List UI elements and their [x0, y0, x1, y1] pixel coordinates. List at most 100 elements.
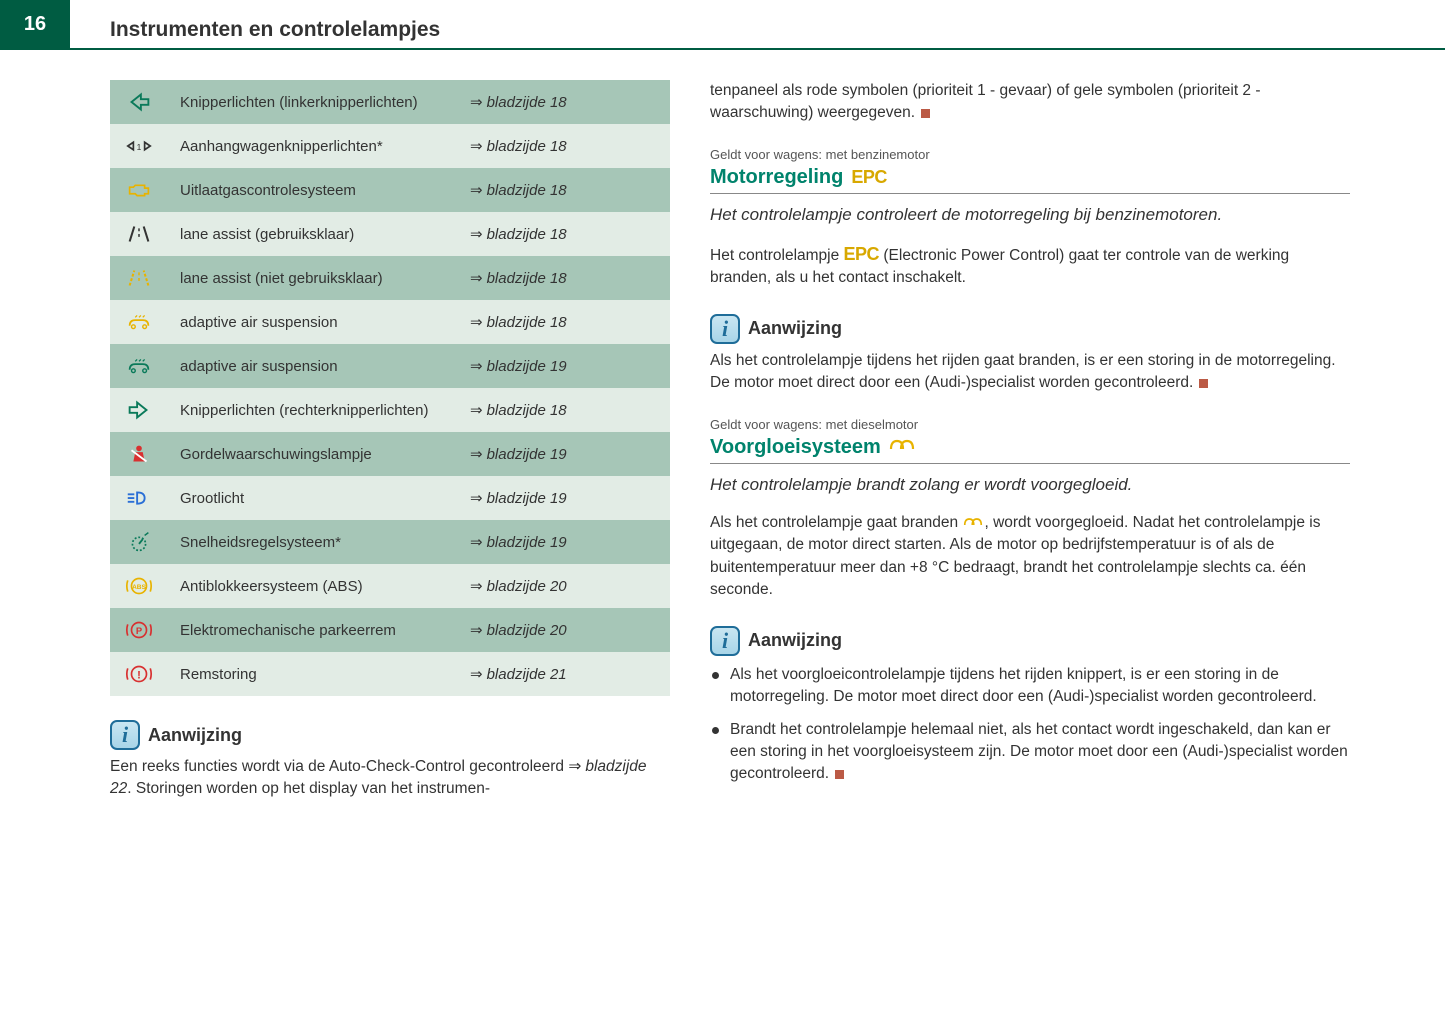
page-reference: ⇒bladzijde 19 [458, 344, 670, 388]
note-block: i Aanwijzing Een reeks functies wordt vi… [110, 720, 670, 801]
page-reference: ⇒bladzijde 19 [458, 476, 670, 520]
note-text-a: Een reeks functies wordt via de Auto-Che… [110, 758, 568, 775]
left-column: Knipperlichten (linkerknipperlichten)⇒bl… [110, 80, 670, 801]
indicator-description: Uitlaatgascontrolesysteem [168, 168, 458, 212]
table-row: Uitlaatgascontrolesysteem⇒bladzijde 18 [110, 168, 670, 212]
lane-off-icon [110, 256, 168, 300]
table-row: Knipperlichten (linkerknipperlichten)⇒bl… [110, 80, 670, 124]
section1-title: Motorregeling [710, 166, 843, 189]
section2-subtitle: Het controlelampje brandt zolang er word… [710, 474, 1350, 497]
table-row: adaptive air suspension⇒bladzijde 19 [110, 344, 670, 388]
page-reference: ⇒bladzijde 21 [458, 652, 670, 696]
svg-text:!: ! [137, 670, 141, 682]
indicator-description: lane assist (niet gebruiksklaar) [168, 256, 458, 300]
section2-note-heading-row: i Aanwijzing [710, 626, 1350, 656]
page-reference: ⇒bladzijde 18 [458, 80, 670, 124]
page-reference: ⇒bladzijde 19 [458, 520, 670, 564]
note-text-b: . Storingen worden op het display van he… [127, 780, 490, 797]
section2-title-row: Voorgloeisysteem [710, 436, 1350, 464]
glow-icon [889, 437, 915, 458]
section2-note-heading: Aanwijzing [748, 630, 842, 651]
note-body: Een reeks functies wordt via de Auto-Che… [110, 756, 670, 801]
parkbrake-icon: P [110, 608, 168, 652]
page-reference: ⇒bladzijde 18 [458, 168, 670, 212]
table-row: ABSAntiblokkeersysteem (ABS)⇒bladzijde 2… [110, 564, 670, 608]
info-icon: i [110, 720, 140, 750]
continuation-text: tenpaneel als rode symbolen (prioriteit … [710, 80, 1350, 125]
indicator-description: Gordelwaarschuwingslampje [168, 432, 458, 476]
page-number: 16 [0, 0, 70, 48]
trailer-icon: 1 [110, 124, 168, 168]
seatbelt-icon [110, 432, 168, 476]
highbeam-icon [110, 476, 168, 520]
indicator-description: Aanhangwagenknipperlichten* [168, 124, 458, 168]
epc-icon: EPC [844, 244, 880, 264]
engine-icon [110, 168, 168, 212]
abs-icon: ABS [110, 564, 168, 608]
right-column: tenpaneel als rode symbolen (prioriteit … [710, 80, 1350, 801]
table-row: Snelheidsregelsysteem*⇒bladzijde 19 [110, 520, 670, 564]
indicator-table: Knipperlichten (linkerknipperlichten)⇒bl… [110, 80, 670, 696]
section1-note-text: Als het controlelampje tijdens het rijde… [710, 350, 1350, 395]
page-reference: ⇒bladzijde 18 [458, 388, 670, 432]
section1-subtitle: Het controlelampje controleert de motorr… [710, 204, 1350, 227]
content-area: Knipperlichten (linkerknipperlichten)⇒bl… [110, 80, 1385, 801]
section1-note-heading: Aanwijzing [748, 318, 842, 339]
table-row: 1 Aanhangwagenknipperlichten*⇒bladzijde 1… [110, 124, 670, 168]
indicator-description: Knipperlichten (rechterknipperlichten) [168, 388, 458, 432]
page-reference: ⇒bladzijde 20 [458, 608, 670, 652]
indicator-description: Elektromechanische parkeerrem [168, 608, 458, 652]
note-heading: Aanwijzing [148, 725, 242, 746]
table-row: P Elektromechanische parkeerrem⇒bladzijde… [110, 608, 670, 652]
lane-on-icon [110, 212, 168, 256]
note-heading-row: i Aanwijzing [110, 720, 670, 750]
air-susp-y-icon [110, 300, 168, 344]
svg-text:1: 1 [137, 142, 142, 152]
table-row: lane assist (niet gebruiksklaar)⇒bladzij… [110, 256, 670, 300]
table-row: lane assist (gebruiksklaar)⇒bladzijde 18 [110, 212, 670, 256]
indicator-description: lane assist (gebruiksklaar) [168, 212, 458, 256]
svg-text:ABS: ABS [132, 584, 146, 591]
table-row: Knipperlichten (rechterknipperlichten)⇒b… [110, 388, 670, 432]
end-marker-icon [921, 109, 930, 118]
info-icon: i [710, 314, 740, 344]
bullet-item: Als het voorgloeicontrolelampje tijdens … [710, 664, 1350, 709]
page-reference: ⇒bladzijde 20 [458, 564, 670, 608]
end-marker-icon [1199, 379, 1208, 388]
table-row: ! Remstoring⇒bladzijde 21 [110, 652, 670, 696]
section1-note: i Aanwijzing Als het controlelampje tijd… [710, 314, 1350, 395]
table-row: Grootlicht⇒bladzijde 19 [110, 476, 670, 520]
section2-para: Als het controlelampje gaat branden , wo… [710, 511, 1350, 602]
page-header: 16 Instrumenten en controlelampjes [0, 0, 1445, 50]
section1-title-row: Motorregeling EPC [710, 166, 1350, 194]
indicator-description: Knipperlichten (linkerknipperlichten) [168, 80, 458, 124]
section1-note-heading-row: i Aanwijzing [710, 314, 1350, 344]
turn-right-icon [110, 388, 168, 432]
page-reference: ⇒bladzijde 18 [458, 212, 670, 256]
section1-prefix: Geldt voor wagens: met benzinemotor [710, 147, 1350, 162]
section1-para: Het controlelampje EPC (Electronic Power… [710, 241, 1350, 290]
section2-note: i Aanwijzing Als het voorgloeicontrolela… [710, 626, 1350, 786]
indicator-description: Remstoring [168, 652, 458, 696]
svg-text:P: P [136, 626, 142, 636]
cruise-icon [110, 520, 168, 564]
indicator-description: Snelheidsregelsysteem* [168, 520, 458, 564]
bullet-item: Brandt het controlelampje helemaal niet,… [710, 719, 1350, 786]
page-reference: ⇒bladzijde 18 [458, 124, 670, 168]
section2-bullets: Als het voorgloeicontrolelampje tijdens … [710, 664, 1350, 786]
page-reference: ⇒bladzijde 18 [458, 300, 670, 344]
page-title: Instrumenten en controlelampjes [110, 18, 440, 42]
air-susp-g-icon [110, 344, 168, 388]
end-marker-icon [835, 770, 844, 779]
turn-left-icon [110, 80, 168, 124]
indicator-description: adaptive air suspension [168, 300, 458, 344]
info-icon: i [710, 626, 740, 656]
table-row: adaptive air suspension⇒bladzijde 18 [110, 300, 670, 344]
brakefault-icon: ! [110, 652, 168, 696]
section2-title: Voorgloeisysteem [710, 436, 881, 459]
table-row: Gordelwaarschuwingslampje⇒bladzijde 19 [110, 432, 670, 476]
epc-icon: EPC [851, 167, 887, 188]
section2-prefix: Geldt voor wagens: met dieselmotor [710, 417, 1350, 432]
page-reference: ⇒bladzijde 19 [458, 432, 670, 476]
indicator-description: adaptive air suspension [168, 344, 458, 388]
